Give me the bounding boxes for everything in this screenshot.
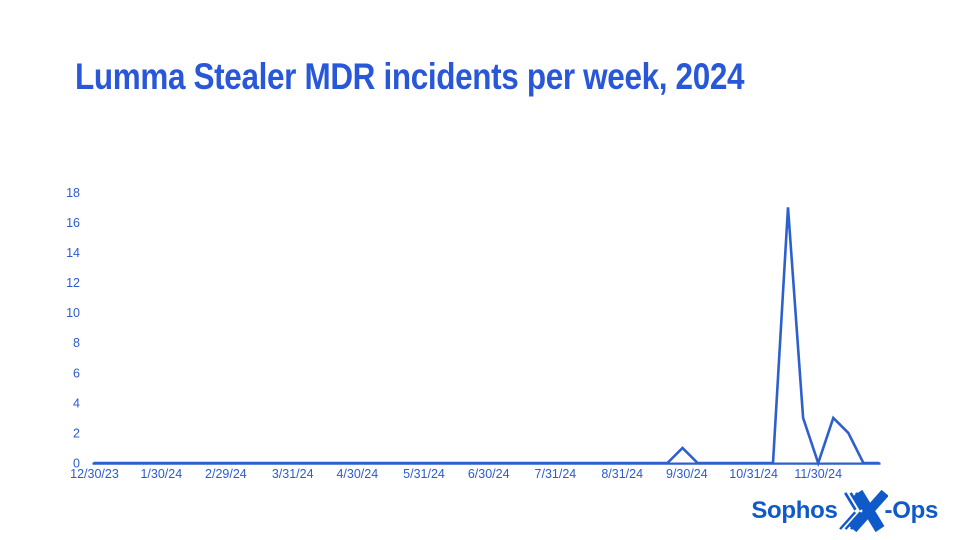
x-axis-tick-label: 12/30/23 <box>70 467 119 481</box>
x-axis-tick-label: 3/31/24 <box>272 467 314 481</box>
y-axis-tick-label: 4 <box>73 396 80 410</box>
x-axis-tick-label: 10/31/24 <box>729 467 778 481</box>
y-axis-tick-label: 16 <box>66 216 80 230</box>
y-axis-tick-label: 6 <box>73 366 80 380</box>
x-axis-tick-label: 5/31/24 <box>403 467 445 481</box>
y-axis-tick-label: 12 <box>66 276 80 290</box>
x-axis-tick-label: 6/30/24 <box>468 467 510 481</box>
y-axis-tick-label: 14 <box>66 246 80 260</box>
x-axis-tick-label: 9/30/24 <box>666 467 708 481</box>
y-axis-tick-label: 2 <box>73 426 80 440</box>
x-axis-tick-label: 4/30/24 <box>336 467 378 481</box>
chart-title: Lumma Stealer MDR incidents per week, 20… <box>75 56 745 97</box>
incidents-line-series <box>93 207 880 468</box>
x-axis-tick-label: 1/30/24 <box>140 467 182 481</box>
sophos-x-ops-logo: Sophos -Ops <box>751 490 938 532</box>
x-ops-x-icon <box>838 490 888 532</box>
x-axis-tick-label: 7/31/24 <box>535 467 577 481</box>
y-axis-tick-label: 10 <box>66 306 80 320</box>
logo-text-ops: -Ops <box>884 497 939 524</box>
y-axis-tick-label: 8 <box>73 336 80 350</box>
y-axis-tick-label: 18 <box>66 186 80 200</box>
x-axis-tick-label: 11/30/24 <box>794 467 842 481</box>
x-axis-tick-label: 2/29/24 <box>205 467 247 481</box>
logo-text-sophos: Sophos <box>751 497 838 524</box>
y-axis-tick-label: 0 <box>73 457 80 471</box>
x-axis-tick-label: 8/31/24 <box>601 467 643 481</box>
